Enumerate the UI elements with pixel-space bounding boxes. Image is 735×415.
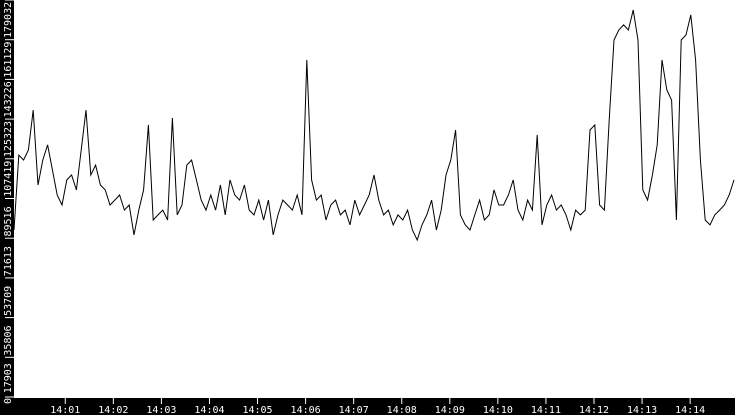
y-tick-label: 35806 xyxy=(3,325,14,355)
y-tick-label: 107419 xyxy=(3,161,14,197)
y-tick-label: 53709 xyxy=(3,286,14,316)
plot-area xyxy=(14,0,735,398)
x-tick-label: 14:04 xyxy=(194,405,224,415)
y-tick-label: 89516 xyxy=(3,206,14,236)
x-tick-label: 14:01 xyxy=(50,405,80,415)
x-tick-label: 14:07 xyxy=(339,405,369,415)
y-tick-label: 0 xyxy=(3,398,14,404)
x-tick-label: 14:10 xyxy=(483,405,513,415)
y-axis: 0 17903 35806 53709 71613 89516 107419 125323 14… xyxy=(3,0,14,404)
y-tick-label: 17903 xyxy=(3,363,14,393)
y-tick-label: 125323 xyxy=(3,121,14,157)
y-tick-label: 143226 xyxy=(3,81,14,117)
x-tick-label: 14:02 xyxy=(98,405,128,415)
x-tick-label: 14:05 xyxy=(242,405,272,415)
y-tick-label: 179032 xyxy=(3,2,14,38)
x-tick-label: 14:03 xyxy=(146,405,176,415)
x-tick-label: 14:09 xyxy=(435,405,465,415)
y-tick-label: 71613 xyxy=(3,246,14,276)
x-axis: 14:01 14:02 14:03 14:04 14:05 14:06 14:07 14:08… xyxy=(50,398,705,415)
x-tick-label: 14:06 xyxy=(291,405,321,415)
x-tick-label: 14:08 xyxy=(387,405,417,415)
y-tick-label: 161129 xyxy=(3,42,14,78)
x-tick-label: 14:11 xyxy=(531,405,561,415)
series-line xyxy=(13,9,735,242)
x-tick-label: 14:14 xyxy=(675,405,705,415)
x-tick-label: 14:12 xyxy=(579,405,609,415)
x-tick-label: 14:13 xyxy=(627,405,657,415)
